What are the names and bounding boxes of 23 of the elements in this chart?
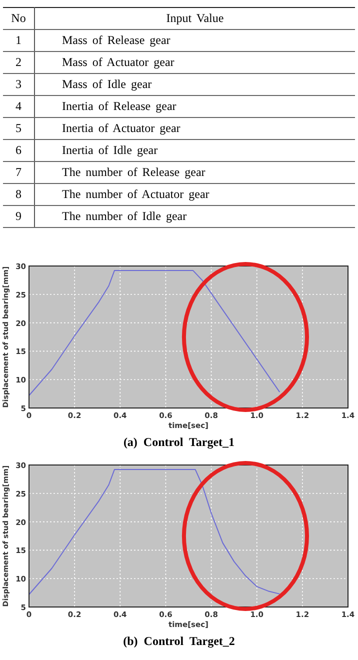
category-label: The number of Release gear xyxy=(34,162,355,184)
category-label: Mass of Release gear xyxy=(34,30,355,52)
category-label: The number of Idle gear xyxy=(34,206,355,228)
category-label: The number of Actuator gear xyxy=(34,184,355,206)
line-series xyxy=(28,469,280,596)
data-label: 2 xyxy=(3,52,34,74)
text: No xyxy=(3,8,34,30)
data-label: 3 xyxy=(3,74,34,96)
text: (b) Control Target_2 xyxy=(123,634,235,648)
data-label: 4 xyxy=(3,96,34,118)
category-label: Mass of Idle gear xyxy=(34,74,355,96)
text: (a) Control Target_1 xyxy=(123,435,235,449)
text: Input Value xyxy=(34,8,355,30)
data-label: 1 xyxy=(3,30,34,52)
category-label: Inertia of Actuator gear xyxy=(34,118,355,140)
data-label: 9 xyxy=(3,206,34,228)
data-label: 7 xyxy=(3,162,34,184)
category-label: Inertia of Release gear xyxy=(34,96,355,118)
data-label: 6 xyxy=(3,140,34,162)
line-series xyxy=(28,270,280,396)
data-label: 8 xyxy=(3,184,34,206)
category-label: Inertia of Idle gear xyxy=(34,140,355,162)
category-label: Mass of Actuator gear xyxy=(34,52,355,74)
